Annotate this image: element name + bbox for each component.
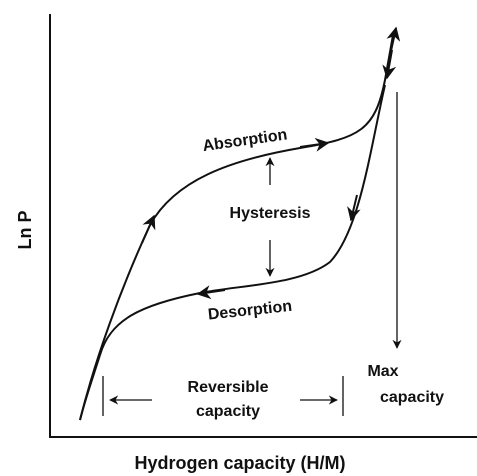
x-axis-label: Hydrogen capacity (H/M) [134,453,345,473]
desorption-label: Desorption [207,298,293,324]
arrow [196,285,226,300]
hysteresis-label: Hysteresis [230,205,311,222]
arrow [347,194,361,222]
arrow [141,214,156,244]
reversible-label: Reversible [188,379,269,396]
arrow [382,49,397,80]
y-axis-label: Ln P [15,211,35,250]
reversible-label: capacity [196,403,260,420]
arrow [299,137,330,152]
arrow [386,26,401,61]
max-label: Max [367,363,398,380]
max-label: capacity [380,389,444,406]
absorption-label: Absorption [202,126,289,155]
absorption-curve [79,34,394,421]
